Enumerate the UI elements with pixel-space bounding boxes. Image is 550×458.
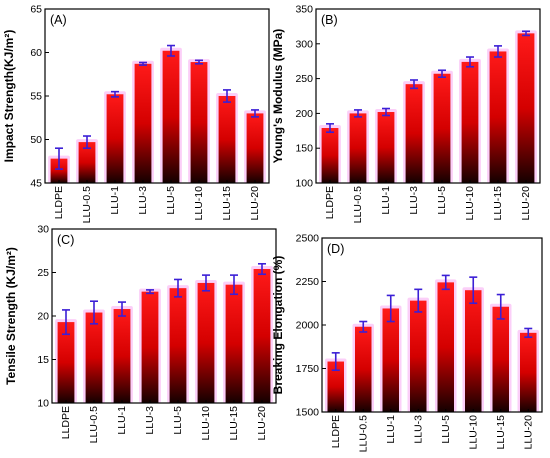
x-tick-label: LLU-1: [116, 406, 128, 435]
x-tick-label: LLU-10: [200, 406, 212, 441]
x-tick-label: LLDPE: [330, 415, 342, 448]
bar: [85, 312, 103, 403]
bar: [492, 306, 509, 412]
y-tick-label: 1500: [296, 407, 320, 419]
bar: [410, 300, 427, 412]
bar: [169, 288, 187, 403]
bar: [517, 33, 535, 183]
bar: [190, 62, 208, 183]
x-tick-label: LLU-5: [165, 186, 177, 215]
y-tick-label: 30: [37, 224, 49, 236]
chart-panel-2: 100 150 200 250 300 350 LLDPE LLU-0.5 LLU-1 LLU-3…: [271, 4, 541, 224]
bar: [433, 73, 451, 183]
y-tick-label: 300: [295, 38, 313, 50]
x-tick-label: LLU-5: [172, 406, 184, 435]
bar: [50, 158, 68, 183]
bar: [253, 269, 271, 403]
y-axis-title: Young's Modulus (MPa): [271, 29, 285, 164]
bar: [377, 112, 395, 183]
bar: [141, 291, 159, 403]
y-tick-label: 2250: [296, 276, 320, 288]
x-tick-label: LLU-1: [109, 186, 121, 215]
x-tick-label: LLU-10: [464, 186, 476, 221]
panel-label: (A): [50, 13, 67, 27]
chart-panel-3: 10 15 20 25 30 LLDPE LLU-0.5 LLU-1 LLU-3 LLU-5 LLU…: [4, 224, 277, 444]
y-axis-title: Tensile Strength (KJ/m²): [4, 247, 18, 385]
x-tick-label: LLU-3: [144, 406, 156, 435]
y-axis-title: Breaking Elongation (%): [271, 256, 285, 395]
x-tick-label: LLU-1: [380, 186, 392, 215]
y-tick-label: 50: [30, 134, 42, 146]
bar: [520, 332, 537, 412]
panel-label: (C): [57, 233, 74, 247]
x-tick-label: LLU-3: [137, 186, 149, 215]
x-tick-label: LLU-15: [221, 186, 233, 221]
x-tick-label: LLU-20: [249, 186, 261, 221]
y-tick-label: 45: [30, 178, 42, 190]
y-tick-label: 20: [37, 311, 49, 323]
chart-panel-4: 1500 1750 2000 2250 2500 LLDPE LLU-0.5 LLU-1 LLU…: [271, 233, 543, 453]
bar: [327, 361, 344, 412]
y-axis-title: Impact Strength(KJ/m²): [2, 30, 16, 163]
bar: [349, 113, 367, 183]
x-tick-label: LLDPE: [324, 186, 336, 219]
y-tick-label: 150: [295, 143, 313, 155]
bar: [225, 284, 243, 403]
x-tick-label: LLU-3: [408, 186, 420, 215]
panel-label: (D): [327, 242, 344, 256]
y-tick-label: 200: [295, 108, 313, 120]
y-tick-label: 15: [37, 354, 49, 366]
x-tick-label: LLU-5: [436, 186, 448, 215]
bar: [437, 282, 454, 412]
bar: [57, 322, 75, 403]
x-tick-label: LLU-10: [467, 415, 479, 450]
x-tick-label: LLU-0.5: [81, 186, 93, 224]
x-tick-label: LLDPE: [60, 406, 72, 439]
bar: [134, 63, 152, 184]
bar: [78, 142, 96, 183]
y-tick-label: 1750: [296, 363, 320, 375]
y-tick-label: 55: [30, 91, 42, 103]
x-tick-label: LLU-20: [520, 186, 532, 221]
bar: [218, 96, 236, 183]
x-tick-label: LLU-5: [440, 415, 452, 444]
y-tick-label: 100: [295, 178, 313, 190]
bar: [382, 308, 399, 412]
y-tick-label: 2500: [296, 233, 320, 245]
chart-panel-1: 45 50 55 60 65 LLDPE LLU-0.5 LLU-1 LLU-3 LLU-5 LLU…: [2, 4, 270, 224]
y-tick-label: 350: [295, 4, 313, 16]
bar: [197, 282, 215, 403]
y-tick-label: 10: [37, 398, 49, 410]
x-tick-label: LLU-1: [385, 415, 397, 444]
x-tick-label: LLU-20: [522, 415, 534, 450]
x-tick-label: LLU-0.5: [88, 406, 100, 444]
bar: [461, 61, 479, 184]
y-tick-label: 25: [37, 267, 49, 279]
x-tick-label: LLU-3: [412, 415, 424, 444]
x-tick-label: LLU-15: [492, 186, 504, 221]
x-tick-label: LLU-15: [495, 415, 507, 450]
bar: [355, 326, 372, 412]
bar: [405, 84, 423, 183]
x-tick-label: LLDPE: [53, 186, 65, 219]
y-tick-label: 60: [30, 47, 42, 59]
bar: [246, 113, 264, 183]
y-tick-label: 65: [30, 4, 42, 16]
x-tick-label: LLU-0.5: [352, 186, 364, 224]
plot-frame: [315, 8, 541, 184]
y-tick-label: 2000: [296, 320, 320, 332]
bar: [489, 51, 507, 184]
y-tick-label: 250: [295, 73, 313, 85]
x-tick-label: LLU-0.5: [357, 415, 369, 453]
panel-label: (B): [321, 13, 338, 27]
bar: [162, 50, 180, 184]
x-tick-label: LLU-20: [256, 406, 268, 441]
bar: [106, 94, 124, 183]
bar: [465, 290, 482, 412]
bar: [113, 309, 131, 403]
bar: [321, 128, 339, 183]
x-tick-label: LLU-15: [228, 406, 240, 441]
x-tick-label: LLU-10: [193, 186, 205, 221]
